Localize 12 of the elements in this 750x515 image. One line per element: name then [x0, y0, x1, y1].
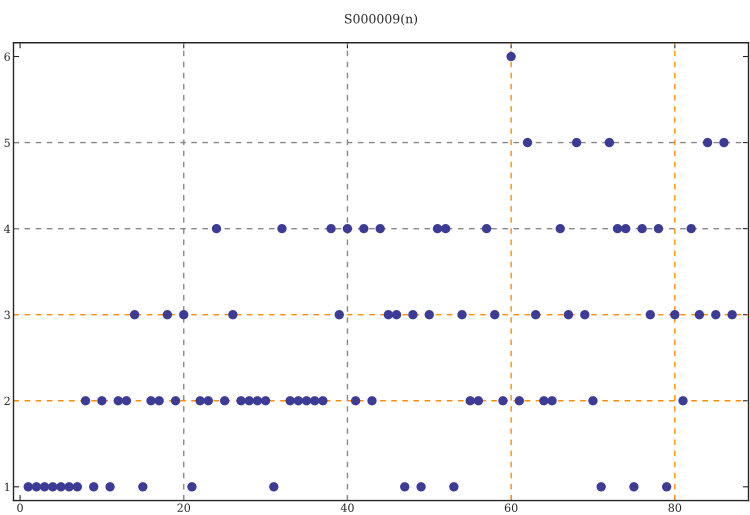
x-tick-label: 0: [17, 504, 23, 512]
x-tick-label: 40: [340, 504, 354, 512]
y-tick-label: 3: [4, 310, 10, 320]
y-tick-label: 4: [4, 224, 10, 233]
chart-title: S000009(n): [345, 14, 418, 26]
x-tick-label: 20: [177, 504, 190, 512]
x-tick-label: 80: [668, 504, 682, 512]
y-tick-label: 1: [5, 482, 10, 492]
y-tick-label: 6: [4, 52, 10, 61]
y-tick-label: 5: [4, 138, 10, 147]
x-tick-label: 60: [504, 504, 518, 512]
y-tick-label: 2: [4, 396, 10, 405]
